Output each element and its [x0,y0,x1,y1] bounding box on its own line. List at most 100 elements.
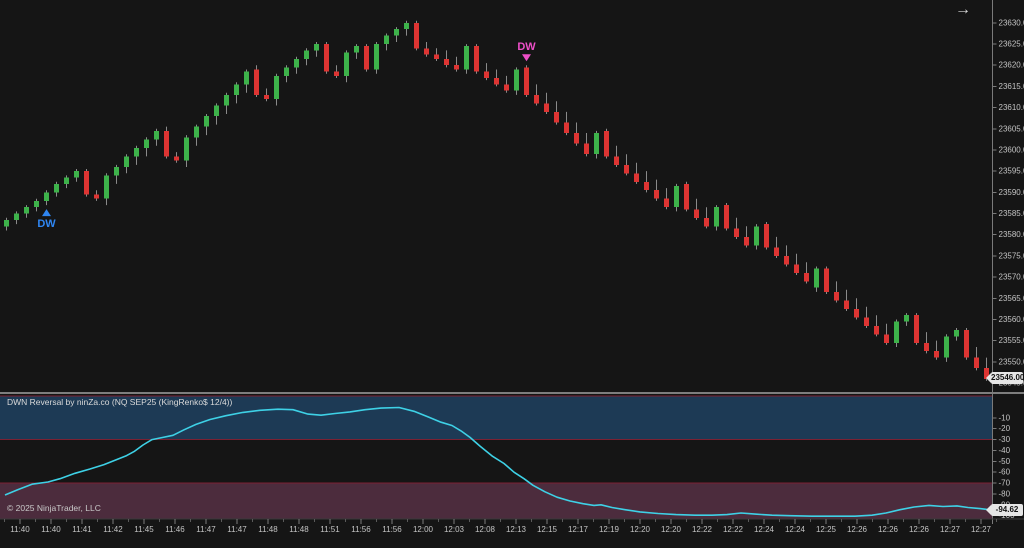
candle-body[interactable] [584,143,589,155]
candle-body[interactable] [694,209,699,218]
candle-body[interactable] [814,268,819,288]
candle-body[interactable] [324,44,329,72]
candle-body[interactable] [724,205,729,229]
candle-body[interactable] [44,192,49,201]
candle-body[interactable] [704,217,709,227]
candle-body[interactable] [404,22,409,30]
candle-body[interactable] [204,116,209,127]
candle-body[interactable] [904,315,909,322]
candle-body[interactable] [894,321,899,343]
candle-body[interactable] [674,186,679,208]
candle-body[interactable] [34,200,39,208]
candle-body[interactable] [844,300,849,309]
candle-body[interactable] [874,325,879,335]
candle-body[interactable] [244,71,249,85]
candle-body[interactable] [654,190,659,199]
candle-body[interactable] [84,171,89,195]
candle-body[interactable] [154,130,159,140]
candle-body[interactable] [194,126,199,138]
panel-splitter[interactable] [0,392,1024,394]
candle-body[interactable] [804,272,809,282]
candle-body[interactable] [664,198,669,208]
candle-body[interactable] [334,71,339,76]
candle-body[interactable] [454,65,459,70]
candle-body[interactable] [964,330,969,358]
price-axis[interactable]: 23630.00 23625.00 23620.00 23615.00 23610.00… [992,0,1024,524]
candle-body[interactable] [574,133,579,144]
candle-body[interactable] [614,156,619,165]
candle-body[interactable] [854,308,859,318]
candle-body[interactable] [144,139,149,148]
candle-body[interactable] [364,46,369,70]
candle-body[interactable] [214,105,219,117]
candle-body[interactable] [444,58,449,66]
candle-body[interactable] [64,177,69,184]
candle-body[interactable] [314,44,319,51]
candle-body[interactable] [564,122,569,134]
candle-body[interactable] [424,48,429,55]
candle-body[interactable] [384,35,389,45]
candle-body[interactable] [14,213,19,220]
candle-body[interactable] [594,133,599,155]
candle-body[interactable] [184,137,189,161]
candle-body[interactable] [734,228,739,237]
candle-body[interactable] [784,255,789,265]
candle-body[interactable] [24,207,29,214]
candle-body[interactable] [94,194,99,199]
candle-body[interactable] [174,156,179,161]
candle-body[interactable] [644,181,649,191]
candle-body[interactable] [604,130,609,157]
time-axis[interactable]: 11:40 11:40 11:41 11:42 11:45 11:46 11:47 11:47… [0,518,1024,534]
candle-body[interactable] [684,183,689,210]
candle-body[interactable] [474,46,479,72]
candle-body[interactable] [754,226,759,246]
candle-body[interactable] [164,130,169,157]
candle-body[interactable] [304,50,309,59]
candle-body[interactable] [234,84,239,95]
candle-body[interactable] [264,94,269,100]
candle-body[interactable] [114,166,119,176]
candle-body[interactable] [634,173,639,182]
candle-body[interactable] [534,94,539,104]
candle-body[interactable] [284,67,289,76]
candle-body[interactable] [464,46,469,70]
candle-body[interactable] [514,69,519,91]
candle-body[interactable] [74,171,79,178]
candle-body[interactable] [374,44,379,70]
scroll-to-end-arrow-icon[interactable]: → [955,1,971,18]
candle-body[interactable] [524,67,529,95]
candle-body[interactable] [914,315,919,343]
candle-body[interactable] [864,317,869,326]
candle-body[interactable] [544,103,549,112]
candle-body[interactable] [414,22,419,49]
candle-body[interactable] [794,264,799,273]
candle-body[interactable] [934,351,939,358]
candle-body[interactable] [54,183,59,193]
candle-body[interactable] [134,147,139,157]
candle-body[interactable] [104,175,109,199]
candle-body[interactable] [834,291,839,301]
candle-body[interactable] [254,69,259,95]
candle-body[interactable] [274,75,279,100]
candle-body[interactable] [764,224,769,248]
candle-body[interactable] [554,111,559,123]
candle-body[interactable] [354,46,359,53]
candle-body[interactable] [124,156,129,167]
candle-body[interactable] [504,84,509,91]
candle-body[interactable] [884,334,889,343]
candle-body[interactable] [624,164,629,174]
candle-body[interactable] [924,342,929,352]
candle-body[interactable] [224,94,229,106]
candle-body[interactable] [974,357,979,369]
candle-body[interactable] [394,29,399,36]
candle-body[interactable] [954,330,959,337]
candle-body[interactable] [494,77,499,85]
candle-body[interactable] [434,54,439,59]
candle-body[interactable] [714,207,719,227]
candle-body[interactable] [774,247,779,256]
candle-body[interactable] [344,52,349,76]
candle-body[interactable] [4,219,9,227]
candle-body[interactable] [294,58,299,68]
candle-body[interactable] [824,268,829,292]
